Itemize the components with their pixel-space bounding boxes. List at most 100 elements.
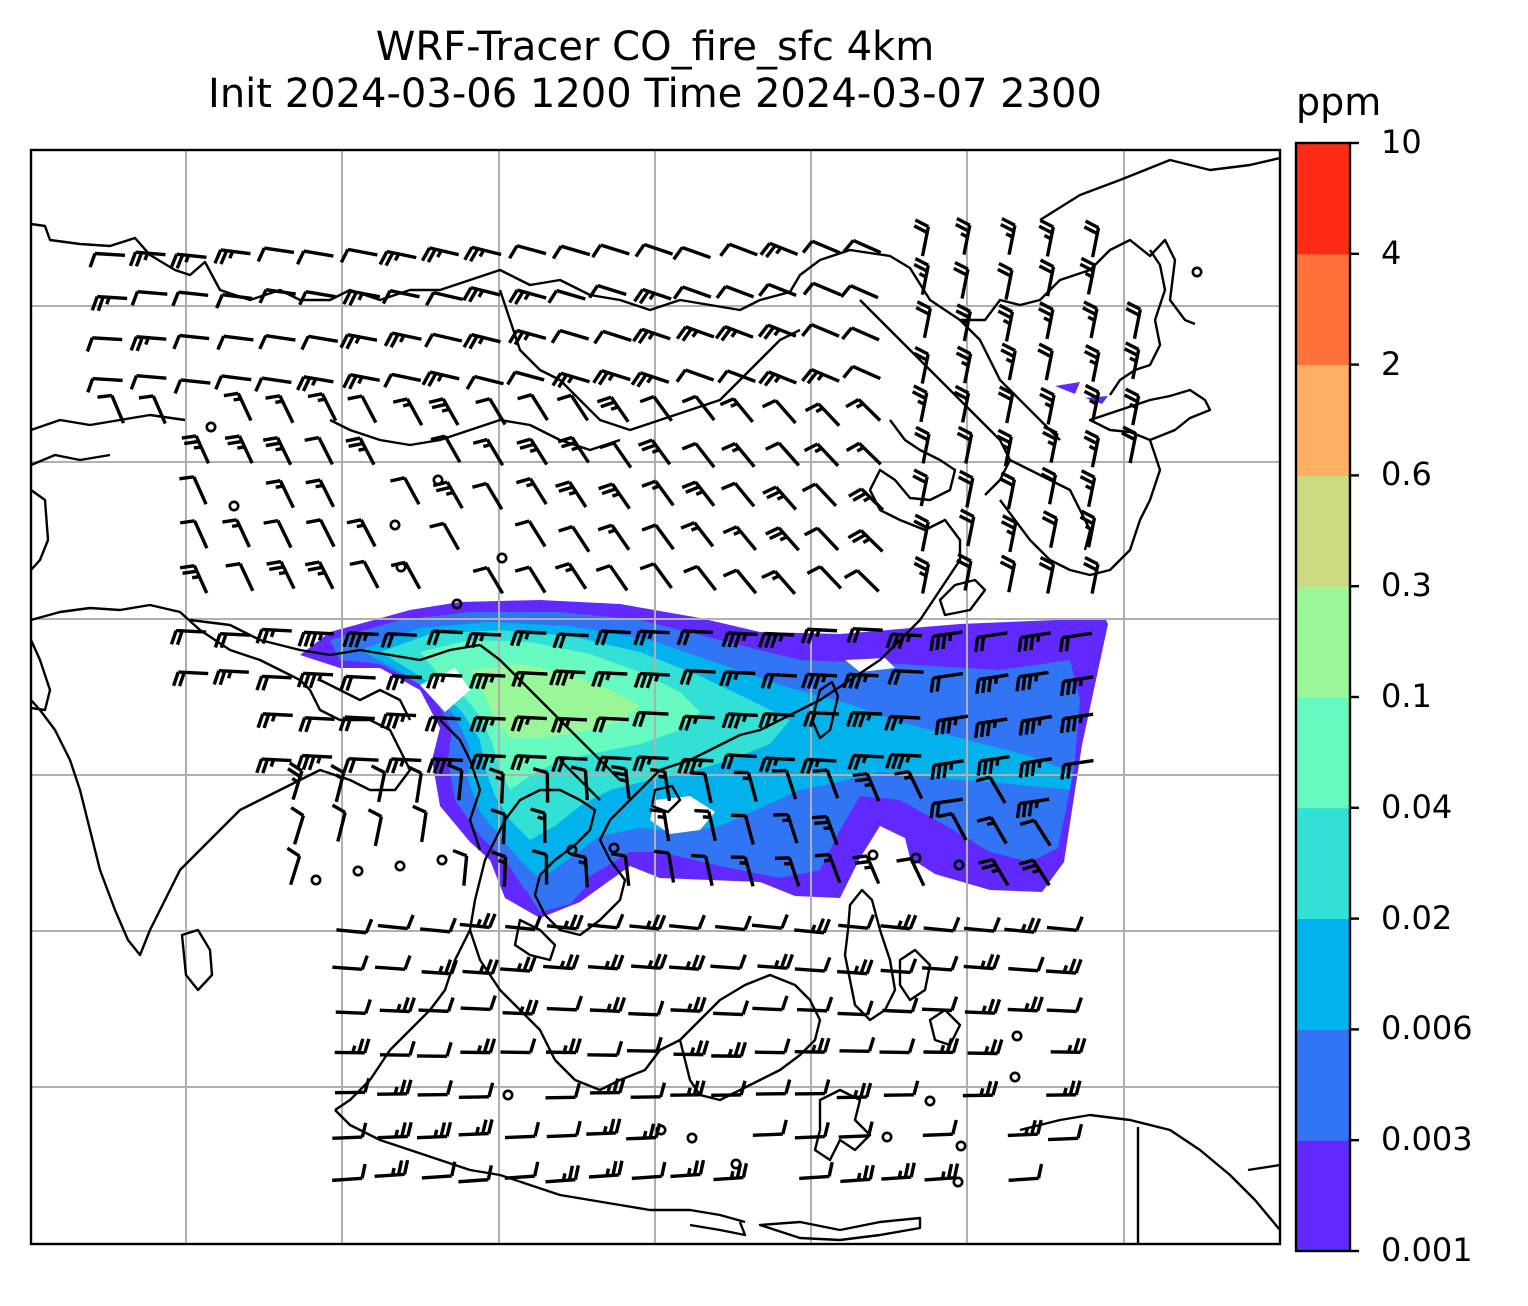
coastline-segment-3 xyxy=(1109,249,1167,396)
wind-barb-icon xyxy=(179,475,208,505)
wind-barb-icon xyxy=(714,325,754,342)
wind-barb-icon xyxy=(330,763,346,803)
wind-barb-icon xyxy=(755,1079,792,1096)
coastline-segment-5 xyxy=(938,578,987,617)
wind-barb-icon xyxy=(570,765,589,801)
calm-wind-icon xyxy=(451,598,463,610)
wind-barb-icon xyxy=(1017,631,1051,653)
wind-barb-icon xyxy=(1008,1163,1044,1183)
wind-barb-icon xyxy=(331,803,347,842)
wind-barb-icon xyxy=(346,518,377,548)
wind-barb-icon xyxy=(721,631,758,648)
wind-barb-icon xyxy=(596,395,630,423)
wind-barb-icon xyxy=(181,434,211,465)
wind-barb-icon xyxy=(377,1121,413,1140)
calm-wind-icon xyxy=(502,1089,514,1101)
wind-barb-icon xyxy=(380,631,417,649)
wind-barb-icon xyxy=(510,754,547,771)
wind-barb-icon xyxy=(472,565,505,595)
wind-barb-icon xyxy=(426,757,463,774)
wind-barb-icon xyxy=(549,669,586,687)
wind-barb-icon xyxy=(843,568,880,593)
colorbar-segment-6 xyxy=(1296,475,1350,587)
wind-barb-icon xyxy=(1046,916,1084,933)
wind-barb-icon xyxy=(628,1000,665,1017)
wind-barb-icon xyxy=(488,767,505,804)
calm-wind-icon xyxy=(432,474,444,486)
wind-barb-icon xyxy=(771,768,798,800)
wind-barb-icon xyxy=(1058,631,1093,653)
wind-barb-icon xyxy=(262,436,293,466)
wind-barb-icon xyxy=(517,393,549,422)
wind-barb-icon xyxy=(545,1038,582,1055)
wind-barb-icon xyxy=(887,668,924,686)
wind-barb-icon xyxy=(469,672,506,690)
wind-barb-icon xyxy=(212,668,249,686)
wind-barb-icon xyxy=(379,712,417,729)
calm-wind-icon xyxy=(205,421,217,433)
wind-barb-icon xyxy=(752,1119,788,1137)
wind-barb-icon xyxy=(169,628,207,646)
wind-barb-icon xyxy=(852,854,881,885)
wind-barb-icon xyxy=(297,630,334,648)
wind-barb-icon xyxy=(967,1038,1004,1056)
wind-barb-icon xyxy=(937,811,968,841)
wind-barb-icon xyxy=(847,753,884,771)
coastline-segment-22 xyxy=(689,1221,747,1237)
wind-barb-icon xyxy=(1125,301,1142,340)
coastline-segment-19 xyxy=(1019,1113,1280,1231)
wind-barb-icon xyxy=(552,632,589,649)
wind-barb-icon xyxy=(672,245,712,261)
wind-barb-icon xyxy=(1000,342,1017,381)
wind-barb-icon xyxy=(459,912,497,930)
wind-barb-icon xyxy=(1048,1123,1084,1142)
wind-barb-icon xyxy=(677,757,714,775)
wind-barb-icon xyxy=(171,670,209,687)
wind-barb-icon xyxy=(425,672,463,690)
wind-barb-icon xyxy=(626,1036,663,1053)
wind-barb-icon xyxy=(458,1165,493,1184)
wind-barb-icon xyxy=(555,480,588,508)
wind-barb-icon xyxy=(367,808,384,847)
wind-barb-icon xyxy=(956,425,974,464)
title-line-1: WRF-Tracer CO_fire_sfc 4km xyxy=(375,24,935,70)
coastline-segment-35 xyxy=(439,719,482,851)
wind-barb-icon xyxy=(881,1162,916,1181)
wind-barb-icon xyxy=(670,996,707,1013)
wind-barb-icon xyxy=(672,285,712,300)
wind-barb-icon xyxy=(1015,797,1050,819)
wind-barb-icon xyxy=(1000,217,1017,256)
wind-barb-icon xyxy=(452,848,469,886)
wind-barb-icon xyxy=(801,367,840,385)
wind-barb-icon xyxy=(711,1080,747,1097)
wind-barb-icon xyxy=(531,848,549,885)
wind-barb-icon xyxy=(377,1079,413,1096)
wind-barb-icon xyxy=(800,672,838,690)
wind-barb-icon xyxy=(550,328,590,344)
wind-barb-icon xyxy=(801,239,841,255)
coastline-segment-4 xyxy=(799,419,962,712)
wind-barb-icon xyxy=(463,245,502,263)
wind-barb-icon xyxy=(90,294,128,312)
wind-barb-icon xyxy=(1123,341,1141,380)
wind-barb-icon xyxy=(794,1079,831,1096)
wind-barb-icon xyxy=(504,1121,541,1140)
wind-barb-icon xyxy=(720,481,756,508)
wind-barb-icon xyxy=(954,217,972,255)
wind-barb-icon xyxy=(1059,712,1094,734)
wind-barb-icon xyxy=(265,394,295,424)
wind-barb-icon xyxy=(530,807,547,844)
wind-barb-icon xyxy=(758,756,796,773)
wind-barb-icon xyxy=(179,519,209,549)
coastline-segment-28 xyxy=(31,489,50,571)
coastline-segment-2 xyxy=(1039,156,1280,222)
colorbar xyxy=(1294,141,1359,1253)
wind-barb-icon xyxy=(258,334,296,350)
wind-barb-icon xyxy=(997,385,1015,424)
wind-barb-icon xyxy=(591,243,630,259)
wind-barb-icon xyxy=(678,714,715,731)
wind-barb-icon xyxy=(379,996,416,1014)
wind-barb-icon xyxy=(1008,956,1045,973)
wind-barb-icon xyxy=(882,997,919,1014)
wind-barb-icon xyxy=(730,813,755,846)
